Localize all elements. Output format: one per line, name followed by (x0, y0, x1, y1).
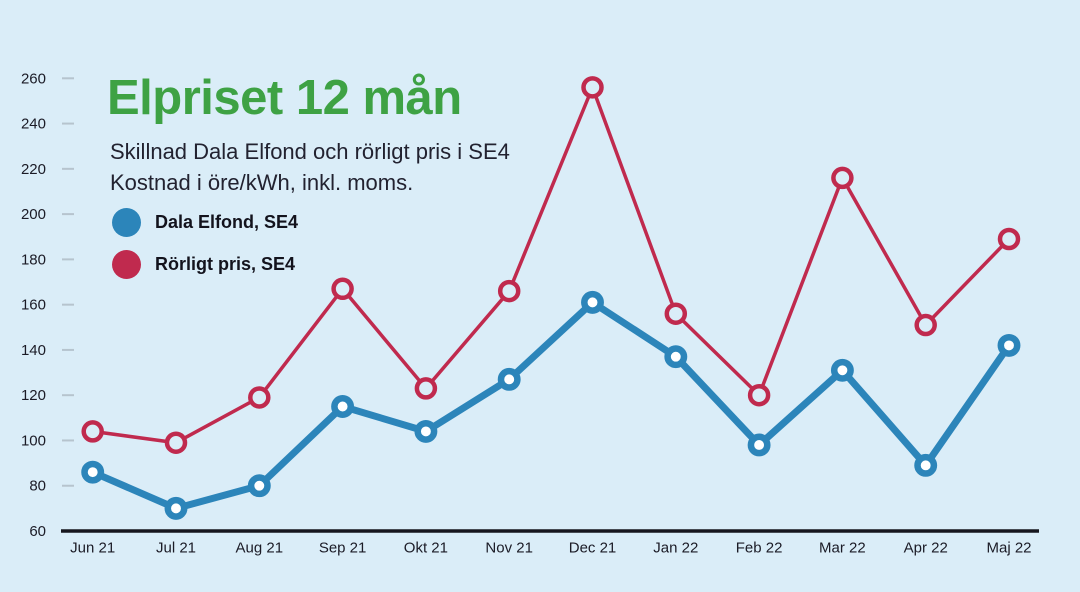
y-axis-label: 100 (21, 432, 46, 449)
subtitle-line-1: Skillnad Dala Elfond och rörligt pris i … (110, 139, 510, 164)
x-axis-label: Okt 21 (404, 540, 448, 557)
legend-dot-red-icon (112, 250, 141, 279)
y-axis-label: 180 (21, 251, 46, 268)
y-axis-label: 140 (21, 342, 46, 359)
series-line (89, 298, 1013, 512)
data-point-marker (997, 227, 1021, 251)
x-axis-label: Dec 21 (569, 540, 617, 557)
y-axis-label: 160 (21, 297, 46, 314)
y-axis-label: 80 (29, 478, 46, 495)
x-axis-label: Jan 22 (653, 540, 698, 557)
x-axis-label: Sep 21 (319, 540, 367, 557)
data-point-marker (831, 166, 854, 190)
x-axis-label: Jul 21 (156, 540, 196, 557)
data-point-marker (81, 460, 105, 484)
subtitle: Skillnad Dala Elfond och rörligt pris i … (110, 136, 510, 198)
data-point-marker (581, 76, 604, 99)
x-axis-label: Apr 22 (904, 540, 948, 557)
data-point-marker (664, 345, 688, 369)
y-axis-label: 220 (21, 161, 46, 178)
data-point-marker (664, 302, 688, 325)
data-point-marker (747, 433, 771, 457)
legend-item-dala-elfond: Dala Elfond, SE4 (112, 208, 298, 237)
data-point-marker (997, 333, 1021, 357)
data-point-marker (164, 496, 188, 520)
data-point-marker (747, 383, 771, 407)
data-point-marker (331, 277, 354, 301)
chart-legend: Dala Elfond, SE4 Rörligt pris, SE4 (112, 208, 298, 279)
x-axis-label: Mar 22 (819, 540, 866, 557)
y-axis-label: 120 (21, 387, 46, 404)
y-axis-label: 260 (21, 70, 46, 87)
data-point-marker (914, 453, 938, 477)
subtitle-line-2: Kostnad i öre/kWh, inkl. moms. (110, 170, 414, 195)
data-point-marker (248, 386, 271, 409)
legend-item-rorligt-pris: Rörligt pris, SE4 (112, 250, 298, 279)
x-axis-label: Jun 21 (70, 540, 115, 557)
x-axis-label: Aug 21 (236, 540, 284, 557)
data-point-marker (414, 377, 438, 400)
data-point-marker (914, 313, 937, 337)
y-axis-label: 200 (21, 206, 46, 223)
x-axis-label: Nov 21 (485, 540, 533, 557)
data-point-marker (497, 279, 521, 303)
legend-dot-blue-icon (112, 208, 141, 237)
data-point-marker (81, 420, 104, 443)
y-axis-label: 60 (29, 523, 46, 540)
data-point-marker (331, 395, 355, 418)
data-point-marker (414, 419, 438, 443)
page-title: Elpriset 12 mån (107, 71, 462, 125)
x-axis-label: Feb 22 (736, 540, 783, 557)
data-point-marker (164, 431, 188, 454)
y-axis-label: 240 (21, 116, 46, 133)
legend-label-rorligt-pris: Rörligt pris, SE4 (155, 254, 296, 274)
data-point-marker (581, 290, 604, 314)
legend-label-dala-elfond: Dala Elfond, SE4 (155, 212, 299, 232)
series-line (90, 85, 1011, 445)
x-axis-label: Maj 22 (986, 540, 1031, 557)
data-point-marker (830, 358, 854, 382)
data-point-marker (497, 367, 521, 391)
data-point-marker (247, 474, 271, 498)
